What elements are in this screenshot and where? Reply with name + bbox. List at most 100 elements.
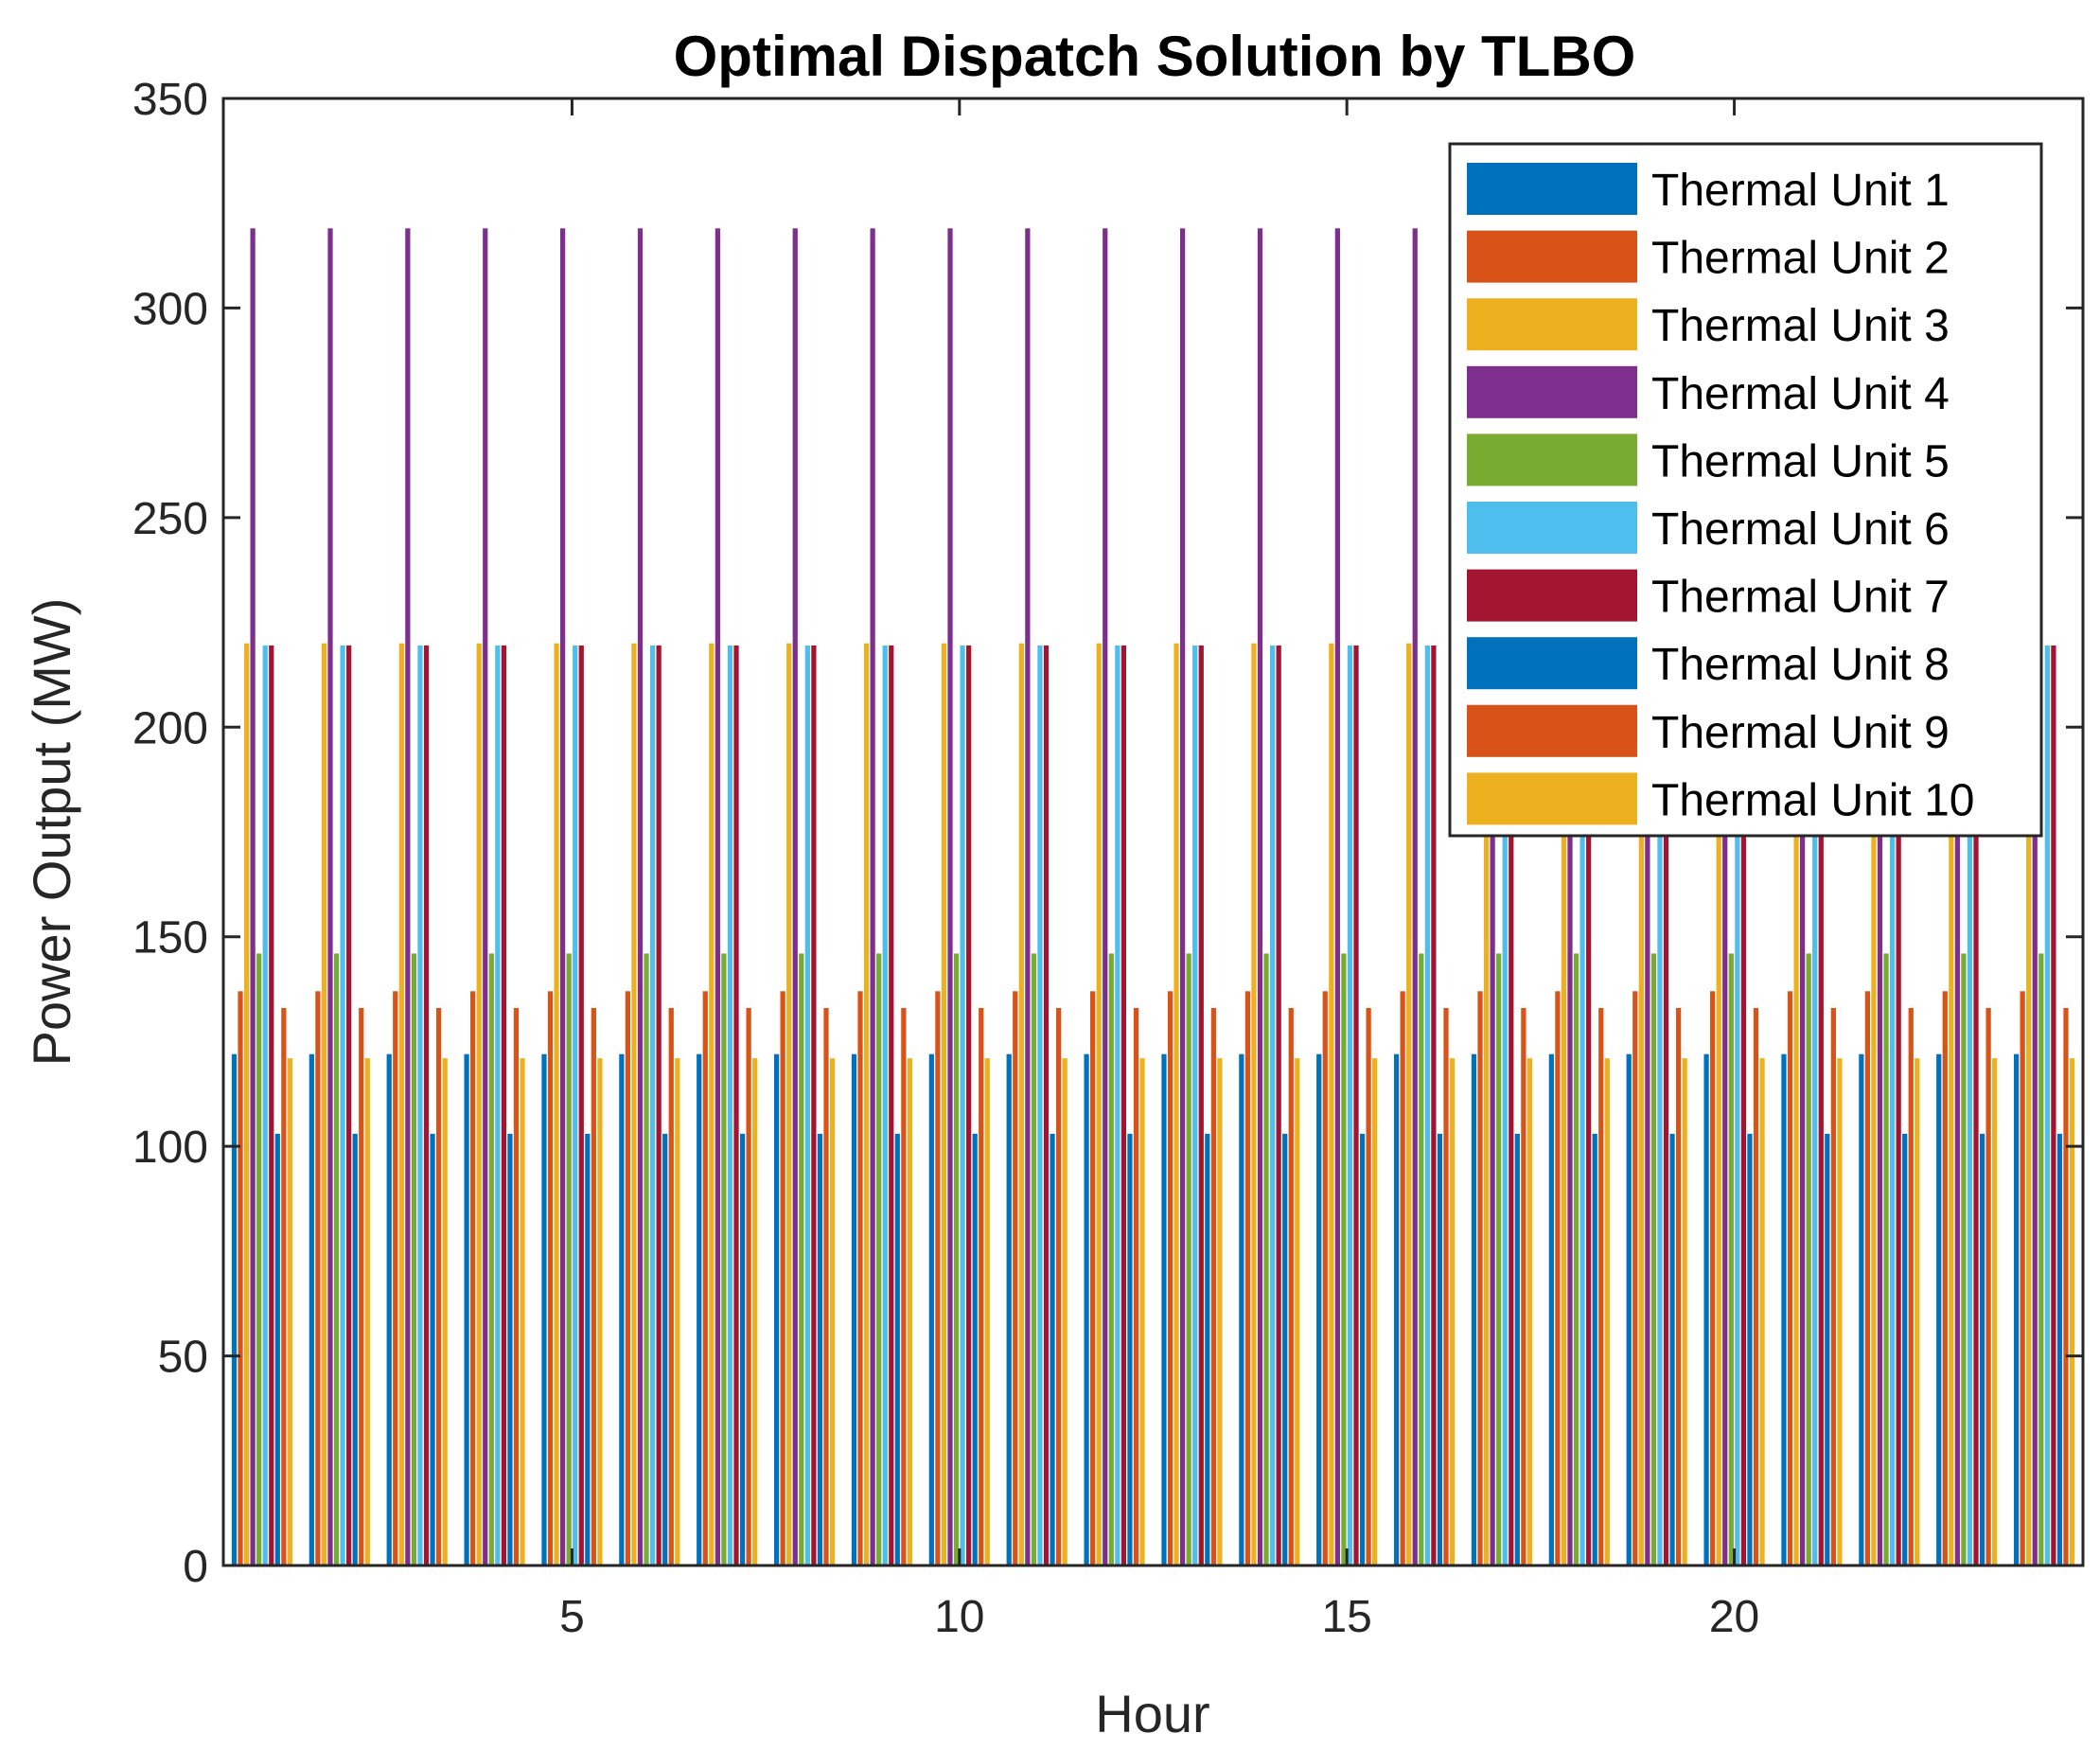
legend-label-unit-6: Thermal Unit 6 [1651, 504, 1950, 555]
bar-hour-21-unit-10 [1837, 1058, 1843, 1565]
bar-hour-10-unit-7 [966, 645, 972, 1565]
legend-label-unit-1: Thermal Unit 1 [1651, 166, 1950, 216]
bar-hour-11-unit-5 [1031, 953, 1037, 1565]
bar-hour-6-unit-3 [631, 643, 637, 1565]
bar-hour-1-unit-5 [256, 953, 262, 1565]
bar-hour-15-unit-8 [1359, 1133, 1366, 1565]
bar-hour-16-unit-10 [1449, 1058, 1456, 1565]
bar-hour-2-unit-3 [321, 643, 327, 1565]
bar-hour-21-unit-7 [1818, 645, 1824, 1565]
y-tick-label: 0 [183, 1542, 208, 1592]
bar-hour-16-unit-2 [1400, 991, 1405, 1565]
bar-hour-4-unit-1 [464, 1053, 469, 1565]
bar-hour-6-unit-1 [619, 1053, 625, 1565]
bar-hour-16-unit-6 [1424, 645, 1430, 1565]
bar-hour-14-unit-10 [1295, 1058, 1300, 1565]
bar-hour-18-unit-8 [1592, 1133, 1597, 1565]
bar-hour-22-unit-7 [1896, 645, 1901, 1565]
legend-items: Thermal Unit 1 Thermal Unit 2 Thermal Unit… [1467, 163, 1974, 825]
bar-hour-15-unit-3 [1329, 643, 1334, 1565]
bar-hour-22-unit-5 [1883, 953, 1889, 1565]
bar-hour-4-unit-3 [476, 643, 482, 1565]
bar-hour-5-unit-3 [554, 643, 559, 1565]
bar-hour-3-unit-5 [411, 953, 417, 1565]
bar-hour-11-unit-7 [1043, 645, 1050, 1565]
legend-swatch-unit-9 [1467, 704, 1637, 757]
bar-hour-4-unit-4 [483, 228, 488, 1565]
bar-hour-3-unit-7 [423, 645, 430, 1565]
bar-hour-18-unit-3 [1561, 643, 1567, 1565]
bar-hour-5-unit-10 [597, 1058, 603, 1565]
bar-hour-9-unit-6 [882, 645, 888, 1565]
bar-hour-10-unit-6 [960, 645, 965, 1565]
bar-hour-20-unit-6 [1735, 645, 1740, 1565]
bar-hour-2-unit-2 [315, 991, 321, 1565]
bar-hour-20-unit-4 [1722, 228, 1728, 1565]
bar-hour-20-unit-3 [1716, 643, 1721, 1565]
legend: Thermal Unit 1 Thermal Unit 2 Thermal Unit… [1448, 142, 2043, 838]
legend-swatch-unit-4 [1467, 365, 1637, 418]
bar-hour-4-unit-10 [520, 1058, 525, 1565]
bar-hour-9-unit-7 [889, 645, 894, 1565]
bar-hour-16-unit-8 [1437, 1133, 1443, 1565]
bar-hour-5-unit-5 [566, 953, 572, 1565]
bar-hour-22-unit-6 [1889, 645, 1896, 1565]
bar-hour-11-unit-10 [1062, 1058, 1068, 1565]
bar-hour-11-unit-4 [1025, 228, 1031, 1565]
legend-swatch-unit-6 [1467, 502, 1637, 554]
bar-hour-1-unit-2 [238, 991, 243, 1565]
bar-hour-19-unit-7 [1663, 645, 1669, 1565]
bar-hour-19-unit-4 [1645, 228, 1650, 1565]
x-tick-label: 20 [1709, 1592, 1759, 1642]
bar-hour-14-unit-5 [1263, 953, 1269, 1565]
bar-hour-23-unit-3 [1949, 643, 1954, 1565]
bar-hour-8-unit-2 [780, 991, 785, 1565]
bar-hour-20-unit-7 [1740, 645, 1747, 1565]
bar-hour-22-unit-1 [1859, 1053, 1864, 1565]
legend-label-unit-4: Thermal Unit 4 [1651, 369, 1950, 419]
bar-hour-17-unit-7 [1509, 645, 1514, 1565]
bar-hour-17-unit-4 [1490, 228, 1495, 1565]
bar-hour-15-unit-4 [1334, 228, 1340, 1565]
legend-swatch-unit-2 [1467, 230, 1637, 283]
legend-swatch-unit-7 [1467, 569, 1637, 622]
axes-box [221, 97, 2085, 1567]
bar-hour-20-unit-10 [1759, 1058, 1765, 1565]
bar-hour-15-unit-9 [1366, 1008, 1371, 1565]
bar-hour-6-unit-2 [625, 991, 631, 1565]
bar-hour-1-unit-4 [250, 228, 256, 1565]
x-tick-label: 15 [1321, 1592, 1371, 1642]
bar-hour-17-unit-2 [1477, 991, 1483, 1565]
bar-hour-3-unit-2 [393, 991, 398, 1565]
bar-hour-23-unit-8 [1979, 1133, 1985, 1565]
bar-hour-12-unit-1 [1084, 1053, 1089, 1565]
bar-hour-16-unit-4 [1412, 228, 1418, 1565]
bar-hour-22-unit-3 [1871, 643, 1877, 1565]
bar-hour-16-unit-5 [1419, 953, 1424, 1565]
bar-hour-6-unit-7 [656, 645, 662, 1565]
bar-hour-24-unit-9 [2063, 1008, 2069, 1565]
bar-hour-4-unit-2 [470, 991, 476, 1565]
bar-hour-14-unit-3 [1251, 643, 1257, 1565]
bar-hour-10-unit-4 [947, 228, 953, 1565]
legend-label-unit-7: Thermal Unit 7 [1651, 573, 1950, 623]
bar-hour-13-unit-8 [1205, 1133, 1210, 1565]
bar-hour-21-unit-8 [1825, 1133, 1830, 1565]
legend-label-unit-5: Thermal Unit 5 [1651, 436, 1950, 486]
bar-hour-6-unit-10 [675, 1058, 680, 1565]
bar-hour-8-unit-10 [829, 1058, 836, 1565]
bar-hour-19-unit-6 [1657, 645, 1663, 1565]
bar-hour-16-unit-3 [1406, 643, 1412, 1565]
bar-hour-16-unit-7 [1431, 645, 1437, 1565]
bar-hour-19-unit-2 [1632, 991, 1638, 1565]
bar-hour-18-unit-1 [1548, 1053, 1554, 1565]
bar-hour-1-unit-9 [281, 1008, 287, 1565]
bar-hour-13-unit-3 [1174, 643, 1179, 1565]
bar-hour-14-unit-9 [1288, 1008, 1294, 1565]
bar-hour-12-unit-9 [1133, 1008, 1139, 1565]
bar-hour-5-unit-4 [559, 228, 566, 1565]
bar-hour-19-unit-9 [1675, 1008, 1682, 1565]
bar-hour-24-unit-7 [2051, 645, 2056, 1565]
bar-hour-9-unit-4 [870, 228, 875, 1565]
bar-hour-17-unit-5 [1496, 953, 1502, 1565]
